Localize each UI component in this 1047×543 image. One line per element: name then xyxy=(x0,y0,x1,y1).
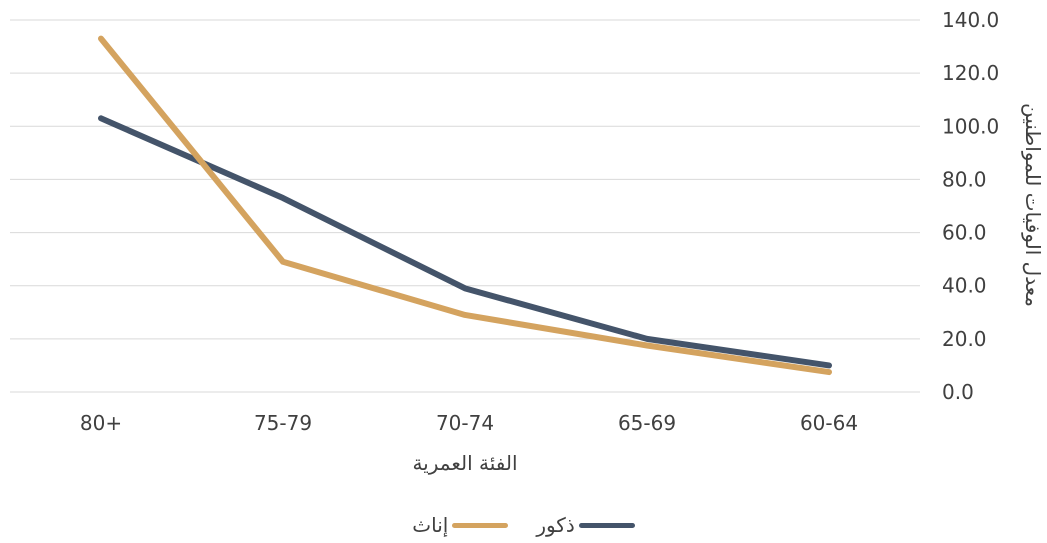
legend-label-series-1: ذكور xyxy=(536,513,575,537)
y-tick-label: 60.0 xyxy=(942,221,987,245)
y-tick-label: 120.0 xyxy=(942,61,999,85)
series-line-1 xyxy=(98,115,832,369)
x-tick-label: 65-69 xyxy=(618,411,676,435)
x-tick-label: 70-74 xyxy=(436,411,494,435)
series-line-2 xyxy=(98,35,832,376)
x-axis-title: الفئة العمرية xyxy=(412,451,517,475)
x-tick-label: 60-64 xyxy=(800,411,858,435)
legend: ذكور إناث xyxy=(0,513,1047,537)
y-axis-title: معدل الوفيات للمواطنين xyxy=(1021,103,1045,307)
legend-item-series-1: ذكور xyxy=(536,513,635,537)
y-tick-label: 20.0 xyxy=(942,327,987,351)
legend-item-series-2: إناث xyxy=(412,513,509,537)
gridlines xyxy=(10,19,920,393)
x-tick-labels: 60-64 65-69 70-74 75-79 80+ xyxy=(80,411,858,435)
legend-swatch-series-1 xyxy=(578,522,635,528)
series-lines xyxy=(98,35,832,376)
y-tick-label: 140.0 xyxy=(942,8,999,32)
y-tick-labels: 0.0 20.0 40.0 60.0 80.0 100.0 120.0 140.0 xyxy=(942,8,999,404)
y-tick-label: 0.0 xyxy=(942,380,974,404)
legend-swatch-series-2 xyxy=(452,522,509,528)
x-tick-label: 75-79 xyxy=(254,411,312,435)
y-tick-label: 100.0 xyxy=(942,114,999,138)
y-tick-label: 40.0 xyxy=(942,274,987,298)
y-tick-label: 80.0 xyxy=(942,167,987,191)
legend-label-series-2: إناث xyxy=(412,513,449,537)
x-tick-label: 80+ xyxy=(80,411,122,435)
